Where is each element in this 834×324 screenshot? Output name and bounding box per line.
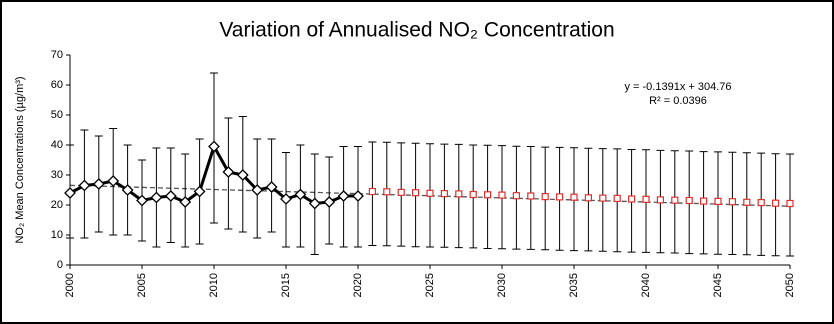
point	[440, 190, 448, 198]
point	[397, 188, 405, 196]
point	[743, 198, 751, 206]
point	[251, 184, 264, 196]
point	[280, 193, 292, 205]
point	[136, 194, 148, 207]
x-tick-label: 2000	[64, 273, 76, 297]
x-tick-label: 2035	[568, 273, 580, 297]
y-tick-label: 0	[57, 259, 63, 271]
point	[164, 190, 177, 202]
point	[92, 178, 105, 190]
x-tick-label: 2015	[280, 273, 292, 297]
point	[786, 199, 794, 208]
point	[64, 187, 76, 199]
chart-title: Variation of Annualised NO₂ Concentratio…	[219, 19, 614, 42]
point	[193, 185, 206, 198]
point	[484, 191, 492, 199]
point	[599, 194, 607, 202]
y-tick-label: 70	[51, 49, 63, 61]
point	[78, 179, 91, 192]
x-tick-label: 2030	[496, 273, 508, 297]
point	[121, 184, 134, 196]
point	[685, 196, 693, 205]
point	[368, 187, 376, 196]
point	[699, 197, 708, 205]
point	[179, 196, 192, 208]
point	[771, 199, 780, 207]
x-tick-label: 2040	[640, 273, 652, 297]
point	[512, 192, 521, 200]
point	[455, 190, 463, 198]
x-tick-label: 2045	[712, 273, 724, 297]
point	[265, 181, 278, 193]
x-tick-label: 2005	[136, 273, 148, 297]
point	[555, 193, 564, 201]
point	[236, 169, 249, 181]
point	[656, 196, 665, 204]
point	[714, 197, 722, 205]
point	[627, 195, 636, 203]
point	[294, 188, 307, 201]
point	[728, 198, 737, 206]
point	[412, 189, 420, 197]
y-tick-label: 20	[51, 199, 63, 211]
point	[308, 197, 321, 210]
point	[570, 193, 578, 201]
point	[150, 191, 163, 204]
x-tick-label: 2020	[352, 273, 364, 297]
point	[337, 190, 350, 202]
point	[613, 194, 621, 202]
trend-equation: y = -0.1391x + 304.76	[624, 81, 731, 93]
y-axis-label: NO₂ Mean Concentrations (µg/m³)	[14, 76, 26, 243]
y-tick-label: 50	[51, 109, 63, 121]
x-tick-label: 2010	[208, 273, 220, 297]
point	[498, 191, 506, 199]
trend-r2: R² = 0.0396	[649, 95, 707, 107]
y-tick-label: 40	[51, 139, 63, 151]
point	[383, 188, 391, 196]
point	[671, 196, 679, 204]
point	[222, 166, 235, 178]
point	[757, 199, 765, 207]
x-tick-label: 2050	[784, 273, 796, 297]
point	[469, 190, 477, 199]
point	[352, 190, 364, 202]
point	[541, 193, 549, 201]
x-tick-label: 2025	[424, 273, 436, 297]
point	[107, 175, 120, 187]
point	[642, 195, 650, 203]
y-tick-label: 10	[51, 229, 63, 241]
point	[323, 196, 336, 208]
y-tick-label: 60	[51, 79, 63, 91]
point	[584, 194, 593, 202]
point	[208, 140, 220, 153]
y-tick-label: 30	[51, 169, 63, 181]
point	[527, 192, 535, 200]
point	[426, 189, 434, 197]
